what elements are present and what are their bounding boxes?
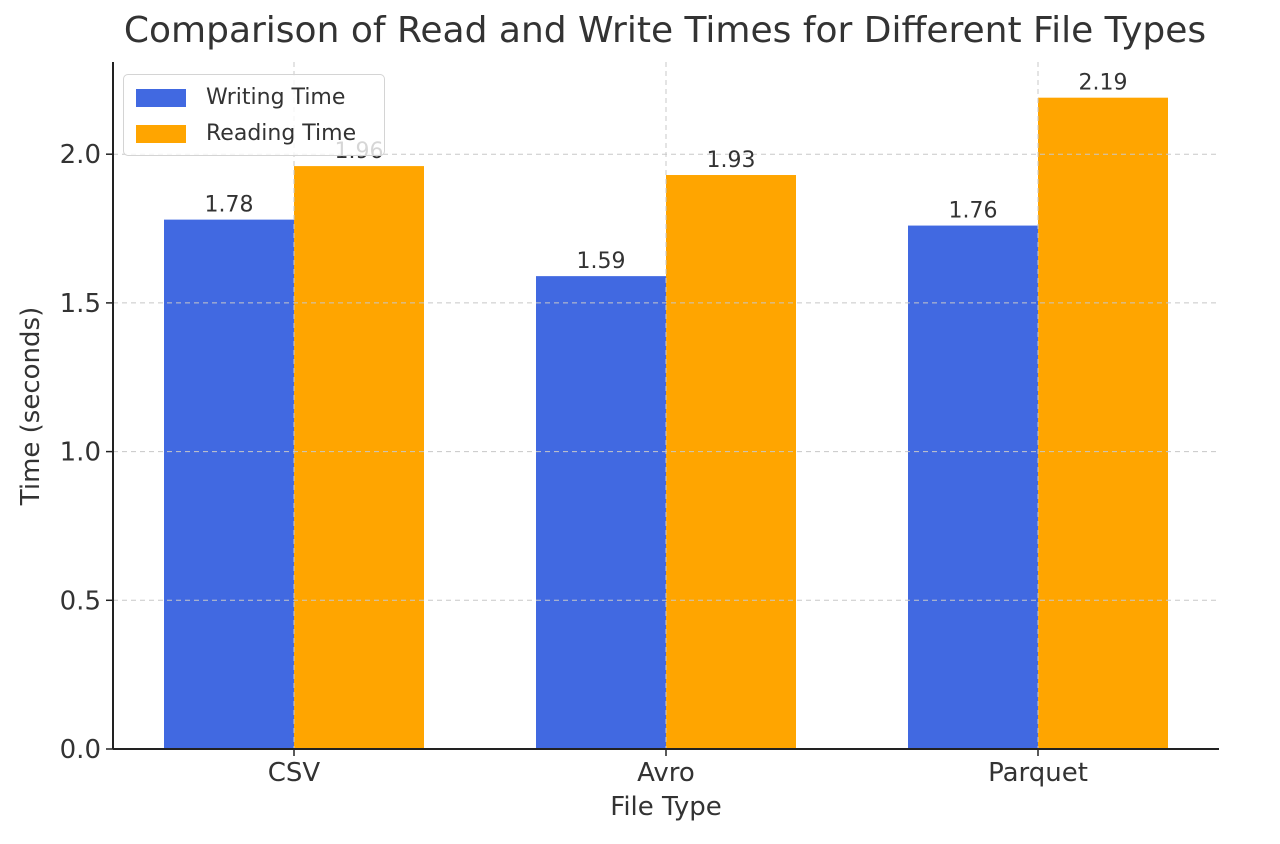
x-tick-label: Parquet [988,758,1088,788]
legend-label-reading: Reading Time [206,121,357,146]
y-tick-label: 2.0 [60,140,101,170]
legend-label-writing: Writing Time [206,85,346,110]
y-axis-label: Time (seconds) [16,306,46,506]
x-axis-label: File Type [610,792,722,822]
bar-writing-time-parquet [908,225,1038,750]
bar-reading-time-parquet [1038,97,1168,750]
data-label: 1.93 [707,148,756,173]
bar-writing-time-csv [164,219,294,749]
legend-swatch-reading [136,124,186,143]
chart-title: Comparison of Read and Write Times for D… [123,10,1207,51]
bar-reading-time-csv [294,166,424,749]
bar-writing-time-avro [536,276,666,749]
data-label: 1.78 [205,193,254,218]
x-tick-label: CSV [268,758,321,788]
legend: Writing Time Reading Time [123,74,385,156]
data-label: 2.19 [1079,71,1128,96]
y-tick-label: 1.0 [60,438,101,468]
data-label: 1.59 [577,249,626,274]
data-label: 1.76 [949,199,998,224]
legend-item-writing: Writing Time [136,85,345,110]
y-tick-label: 0.0 [60,735,101,765]
y-tick-label: 0.5 [60,586,101,616]
bar-reading-time-avro [666,175,796,749]
legend-swatch-writing [136,88,186,107]
y-tick-label: 1.5 [60,289,101,319]
x-tick-label: Avro [637,758,695,788]
legend-item-reading: Reading Time [136,121,356,146]
